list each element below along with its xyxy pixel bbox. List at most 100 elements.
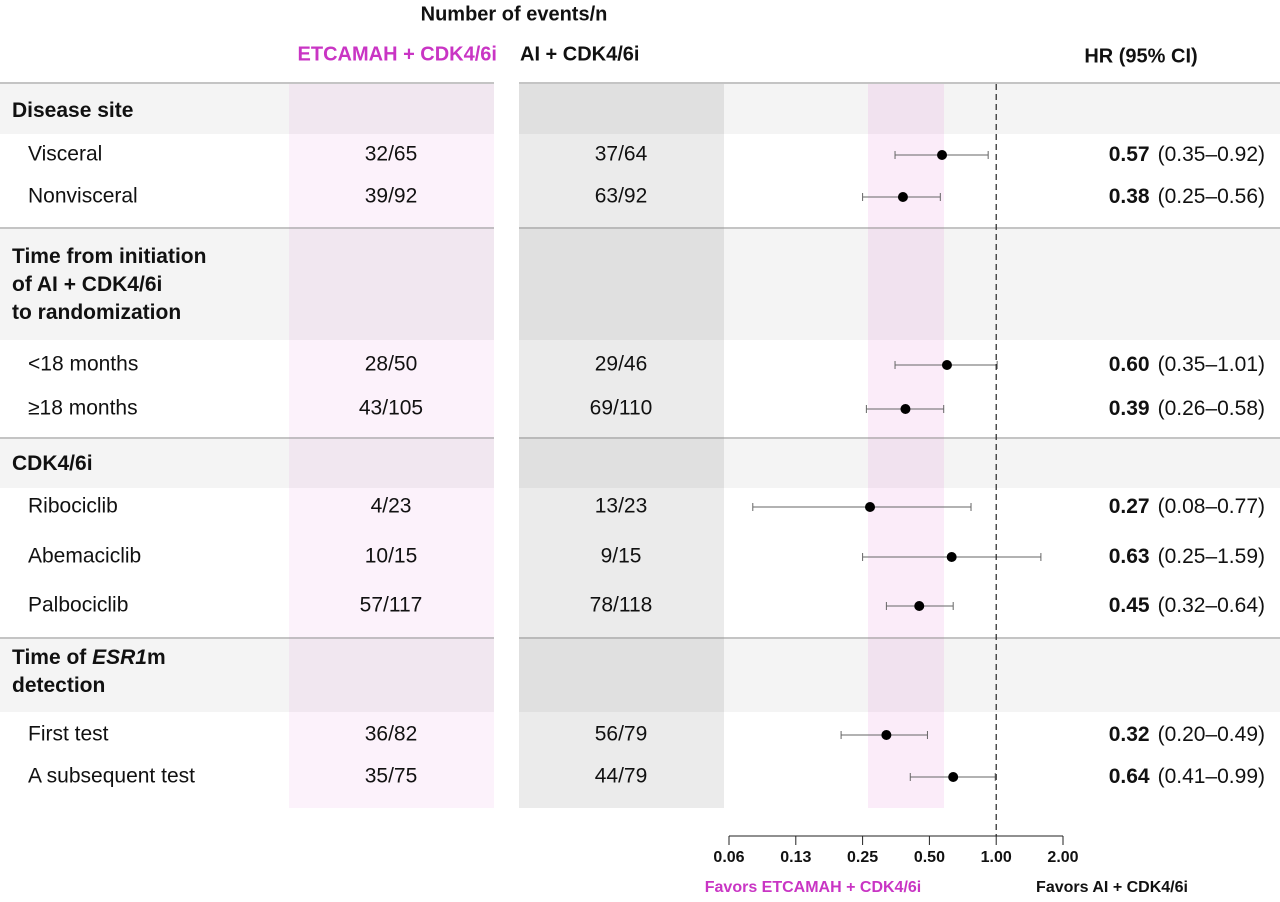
group-title: Time from initiation [12, 245, 206, 268]
etcamah-events: 43/105 [359, 397, 423, 420]
hr-text: 0.45 (0.32–0.64) [1109, 594, 1265, 617]
row-label: First test [28, 723, 109, 746]
row-label: A subsequent test [28, 765, 195, 788]
hr-point [941, 360, 952, 370]
hr-ci: (0.25–1.59) [1158, 545, 1265, 568]
etcamah-events: 39/92 [365, 185, 418, 208]
group-title-part: Time of [12, 646, 92, 669]
hr-text: 0.39 (0.26–0.58) [1109, 397, 1265, 420]
row-label: Palbociclib [28, 594, 128, 617]
group-title: detection [12, 674, 105, 697]
hr-value: 0.45 [1109, 594, 1150, 617]
hr-text: 0.27 (0.08–0.77) [1109, 495, 1265, 518]
hr-point [946, 552, 957, 562]
favors-left: Favors ETCAMAH + CDK4/6i [705, 879, 922, 896]
x-tick-label: 0.25 [847, 849, 878, 866]
x-tick-label: 0.06 [713, 849, 744, 866]
hr-value: 0.57 [1109, 143, 1150, 166]
row-label: Abemaciclib [28, 545, 141, 568]
ai-events: 44/79 [595, 765, 648, 788]
etcamah-events: 28/50 [365, 353, 418, 376]
ai-events: 78/118 [590, 594, 653, 617]
x-tick-label: 1.00 [981, 849, 1012, 866]
ai-column-bg [519, 84, 724, 808]
hr-text: 0.38 (0.25–0.56) [1109, 185, 1265, 208]
group-band [519, 439, 1280, 488]
ai-events: 69/110 [590, 397, 653, 420]
group-title-part: of AI + CDK4/6i [12, 273, 162, 296]
hr-ci: (0.08–0.77) [1158, 495, 1265, 518]
etcamah-events: 35/75 [365, 765, 418, 788]
row-label: Ribociclib [28, 495, 118, 518]
events-header: Number of events/n [421, 3, 608, 25]
row-label: <18 months [28, 353, 138, 376]
overall-ci-band [868, 84, 944, 808]
hr-ci: (0.32–0.64) [1158, 594, 1265, 617]
hr-ci: (0.41–0.99) [1158, 765, 1265, 788]
group-title: Time of ESR1m [12, 646, 166, 669]
hr-text: 0.32 (0.20–0.49) [1109, 723, 1265, 746]
group-band [0, 639, 494, 712]
hr-value: 0.60 [1109, 353, 1150, 376]
ai-events: 56/79 [595, 723, 648, 746]
row-label: ≥18 months [28, 397, 138, 420]
etcamah-events: 57/117 [360, 594, 423, 617]
hr-point [865, 502, 876, 512]
hr-value: 0.64 [1109, 765, 1150, 788]
x-tick-label: 0.50 [914, 849, 945, 866]
hr-ci: (0.25–0.56) [1158, 185, 1265, 208]
ci-whisker [752, 503, 972, 511]
group-title-part: CDK4/6i [12, 452, 93, 475]
hr-ci: (0.20–0.49) [1158, 723, 1265, 746]
hr-value: 0.38 [1109, 185, 1150, 208]
hr-point [900, 404, 911, 414]
favors-right: Favors AI + CDK4/6i [1036, 879, 1188, 896]
ai-events: 63/92 [595, 185, 648, 208]
column-header: AI + CDK4/6i [520, 43, 639, 65]
hr-point [881, 730, 892, 740]
group-band [0, 229, 494, 340]
group-title: of AI + CDK4/6i [12, 273, 162, 296]
group-band [519, 84, 1280, 134]
column-header: HR (95% CI) [1084, 45, 1197, 67]
group-band [519, 229, 1280, 340]
ai-events: 13/23 [595, 495, 648, 518]
x-tick-label: 0.13 [780, 849, 811, 866]
hr-value: 0.32 [1109, 723, 1150, 746]
group-title: to randomization [12, 301, 181, 324]
ai-events: 9/15 [601, 545, 642, 568]
etcamah-events: 10/15 [365, 545, 418, 568]
etcamah-events: 4/23 [371, 495, 412, 518]
group-title-part: detection [12, 674, 105, 697]
group-title-part: to randomization [12, 301, 181, 324]
column-header: ETCAMAH + CDK4/6i [298, 43, 497, 65]
row-label: Nonvisceral [28, 185, 138, 208]
group-band [0, 439, 494, 488]
x-tick-label: 2.00 [1047, 849, 1078, 866]
ai-events: 37/64 [595, 143, 648, 166]
group-title: Disease site [12, 99, 133, 122]
hr-point [937, 150, 948, 160]
hr-ci: (0.26–0.58) [1158, 397, 1265, 420]
hr-value: 0.39 [1109, 397, 1150, 420]
group-title-part: Disease site [12, 99, 133, 122]
hr-value: 0.63 [1109, 545, 1150, 568]
hr-ci: (0.35–0.92) [1158, 143, 1265, 166]
etcamah-column-bg [289, 84, 494, 808]
ai-events: 29/46 [595, 353, 648, 376]
hr-text: 0.57 (0.35–0.92) [1109, 143, 1265, 166]
hr-text: 0.60 (0.35–1.01) [1109, 353, 1265, 376]
hr-ci: (0.35–1.01) [1158, 353, 1265, 376]
hr-text: 0.63 (0.25–1.59) [1109, 545, 1265, 568]
hr-value: 0.27 [1109, 495, 1150, 518]
group-title-part: m [147, 646, 166, 669]
hr-point [948, 772, 959, 782]
hr-point [914, 601, 925, 611]
row-label: Visceral [28, 143, 102, 166]
group-title-part: Time from initiation [12, 245, 206, 268]
etcamah-events: 32/65 [365, 143, 418, 166]
group-band [519, 639, 1280, 712]
hr-point [897, 192, 908, 202]
hr-text: 0.64 (0.41–0.99) [1109, 765, 1265, 788]
